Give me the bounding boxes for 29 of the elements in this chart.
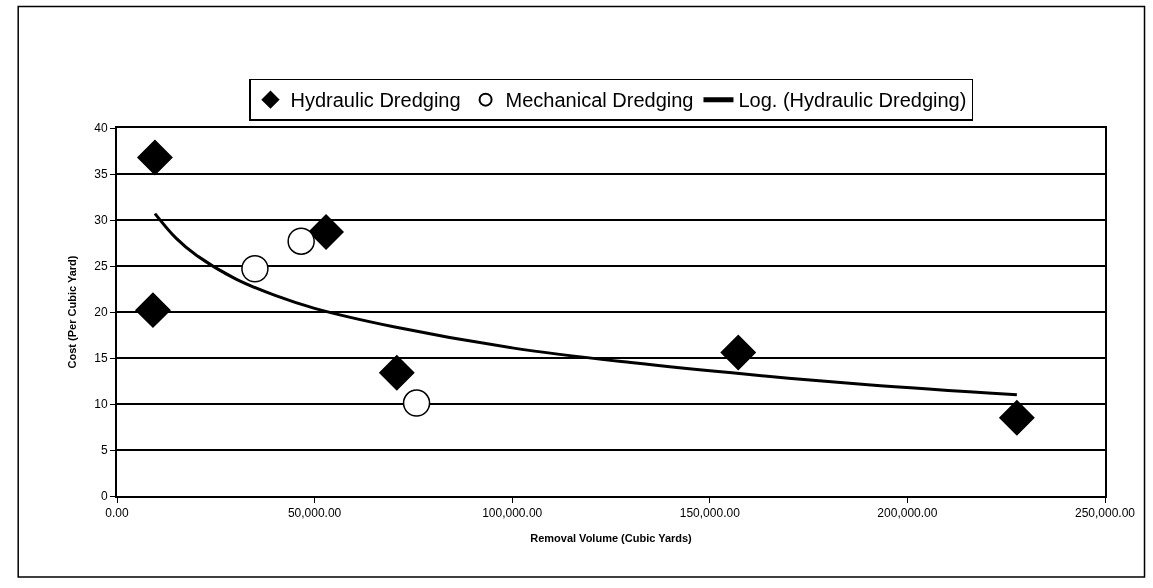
legend-label: Log. (Hydraulic Dredging) — [738, 89, 967, 112]
x-tick-label: 200,000.00 — [877, 506, 938, 521]
y-tick-label: 30 — [94, 213, 108, 228]
x-tick-label: 150,000.00 — [679, 506, 741, 521]
legend-label: Mechanical Dredging — [505, 89, 694, 112]
legend-label: Hydraulic Dredging — [290, 89, 461, 112]
point — [137, 139, 173, 176]
y-axis-title: Cost (Per Cubic Yard) — [66, 255, 79, 369]
x-tick-label: 250,000.00 — [1074, 506, 1136, 521]
point — [308, 214, 344, 250]
x-axis-title: Removal Volume (Cubic Yards) — [530, 532, 693, 545]
x-tick-label: 100,000.00 — [482, 506, 543, 521]
point — [241, 255, 269, 283]
point — [379, 355, 415, 391]
x-tick-label: 0.00 — [105, 506, 129, 521]
x-tick-label: 50,000.00 — [287, 506, 342, 521]
point — [135, 292, 171, 328]
point — [402, 389, 431, 417]
point — [999, 400, 1035, 436]
y-tick-label: 40 — [94, 121, 108, 136]
y-tick-label: 35 — [94, 167, 108, 182]
y-tick-label: 5 — [100, 443, 108, 458]
point — [720, 334, 756, 371]
y-tick-label: 20 — [94, 305, 108, 320]
y-tick-label: 25 — [94, 259, 108, 274]
y-tick-label: 10 — [94, 397, 108, 412]
point — [287, 227, 315, 255]
y-tick-label: 15 — [94, 351, 108, 366]
y-tick-label: 0 — [100, 489, 108, 504]
